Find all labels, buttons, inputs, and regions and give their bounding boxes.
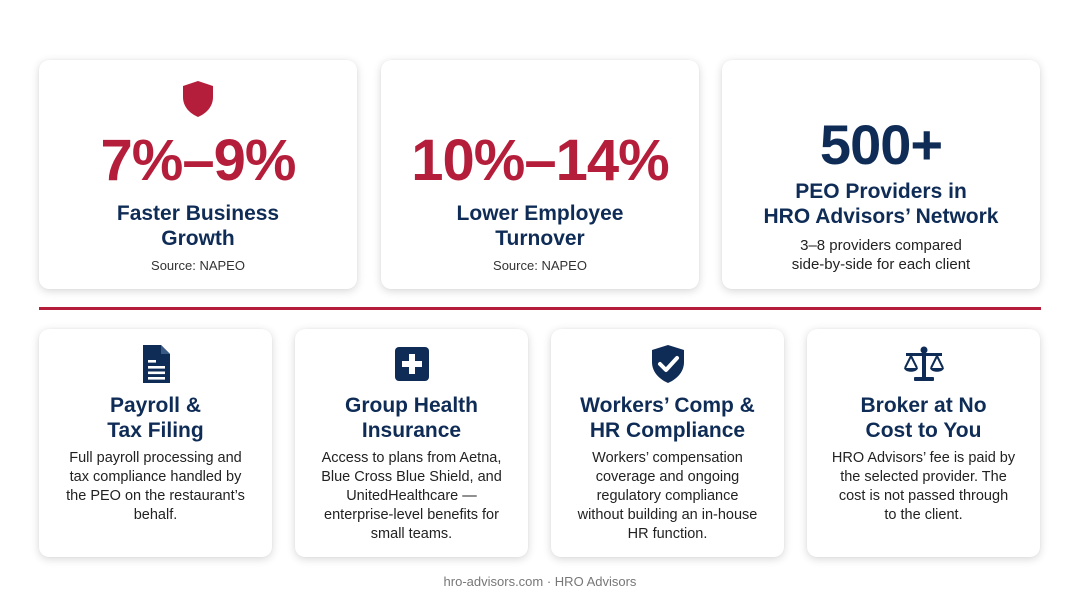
- stat-title: Faster Business Growth: [116, 202, 280, 250]
- shield-icon: [183, 81, 213, 117]
- stat-value: 500+: [819, 113, 943, 176]
- stat-subtext: 3–8 providers compared side-by-side for …: [791, 237, 971, 273]
- service-description: Workers’ compensation coverage and ongoi…: [577, 450, 758, 542]
- service-card-broker: Broker at No Cost to You HRO Advisors’ f…: [807, 329, 1040, 557]
- document-icon: [142, 345, 170, 383]
- stat-card-turnover: 10%–14% Lower Employee Turnover Source: …: [381, 60, 699, 289]
- stat-value: 10%–14%: [411, 128, 669, 193]
- stat-title: PEO Providers in HRO Advisors’ Network: [763, 180, 999, 228]
- service-description: Access to plans from Aetna, Blue Cross B…: [321, 450, 502, 542]
- service-description: Full payroll processing and tax complian…: [66, 450, 245, 523]
- service-card-payroll: Payroll & Tax Filing Full payroll proces…: [39, 329, 272, 557]
- stat-source: Source: NAPEO: [493, 258, 587, 273]
- service-title: Broker at No Cost to You: [860, 394, 987, 442]
- stat-title: Lower Employee Turnover: [456, 202, 624, 250]
- stat-value: 7%–9%: [100, 128, 297, 193]
- medical-plus-icon: [394, 347, 429, 381]
- section-divider: [39, 307, 1041, 310]
- service-title: Group Health Insurance: [344, 394, 478, 442]
- service-title: Workers’ Comp & HR Compliance: [580, 394, 755, 442]
- service-title: Payroll & Tax Filing: [107, 394, 204, 442]
- stat-card-network: 500+ PEO Providers in HRO Advisors’ Netw…: [722, 60, 1040, 289]
- footer-text: hro-advisors.com · HRO Advisors: [443, 574, 637, 589]
- stat-source: Source: NAPEO: [151, 258, 245, 273]
- service-card-compliance: Workers’ Comp & HR Compliance Workers’ c…: [551, 329, 784, 557]
- service-description: HRO Advisors’ fee is paid by the selecte…: [831, 450, 1016, 523]
- shield-check-icon: [651, 345, 684, 383]
- stat-card-growth: 7%–9% Faster Business Growth Source: NAP…: [39, 60, 357, 289]
- balance-scale-icon: [903, 346, 944, 381]
- service-card-health: Group Health Insurance Access to plans f…: [295, 329, 528, 557]
